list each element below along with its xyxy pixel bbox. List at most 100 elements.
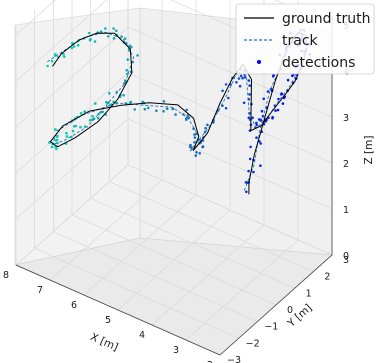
- detection-point: [286, 78, 290, 82]
- legend-label: ground truth: [282, 11, 370, 27]
- detection-point: [50, 59, 54, 63]
- detection-point: [171, 107, 175, 111]
- detection-point: [50, 145, 54, 149]
- detection-point: [88, 119, 92, 122]
- grid-line: [15, 72, 129, 174]
- grid-line: [109, 181, 314, 272]
- y-tick-label: −1: [264, 322, 278, 333]
- detection-point: [96, 116, 100, 120]
- detection-point: [259, 142, 263, 145]
- detection-point: [238, 84, 242, 88]
- detection-point: [242, 101, 246, 105]
- detection-point: [56, 134, 59, 138]
- detection-point: [277, 97, 280, 101]
- grid-line: [15, 0, 108, 82]
- detection-point: [192, 127, 195, 131]
- grid-line: [127, 164, 333, 256]
- detection-point: [260, 109, 264, 113]
- detection-point: [107, 101, 110, 104]
- detection-point: [93, 40, 97, 43]
- detection-point: [280, 92, 284, 95]
- detection-point: [194, 154, 198, 157]
- detection-point: [195, 151, 198, 154]
- detection-point: [248, 157, 252, 161]
- x-tick-label: 2: [207, 360, 213, 363]
- detection-point: [235, 81, 238, 84]
- detection-point: [74, 124, 78, 128]
- detection-point: [258, 140, 261, 143]
- detection-point: [247, 79, 251, 82]
- detection-point: [63, 55, 66, 58]
- detection-point: [259, 118, 262, 121]
- detection-point: [262, 97, 266, 101]
- detection-point: [198, 152, 201, 155]
- detection-point: [147, 106, 150, 110]
- z-tick-label: 0: [343, 251, 349, 262]
- detection-point: [104, 27, 107, 30]
- detection-point: [247, 116, 251, 119]
- detection-point: [105, 100, 108, 104]
- detection-point: [55, 147, 58, 151]
- detection-point: [174, 113, 177, 116]
- x-tick-label: 3: [173, 345, 179, 356]
- x-tick-label: 5: [105, 315, 111, 326]
- detection-point: [276, 108, 280, 112]
- detection-point: [193, 133, 196, 136]
- y-tick-label: 1: [306, 288, 312, 299]
- detection-point: [79, 125, 82, 129]
- detection-point: [193, 136, 197, 139]
- detection-point: [248, 93, 251, 96]
- grid-line: [127, 26, 333, 118]
- detection-point: [271, 115, 274, 119]
- legend: ground truth track detections: [235, 3, 375, 75]
- detection-point: [99, 30, 103, 33]
- x-tick-label: 8: [3, 270, 9, 281]
- x-tick-label: 6: [71, 300, 77, 311]
- detection-point: [165, 107, 169, 111]
- z-tick-label: 2: [343, 159, 349, 170]
- z-tick-label: 3: [343, 113, 349, 124]
- detection-point: [239, 74, 243, 78]
- detection-point: [224, 106, 228, 110]
- detection-point: [112, 27, 115, 30]
- detection-point: [201, 145, 205, 148]
- detection-point: [227, 96, 230, 100]
- detection-point: [128, 101, 132, 105]
- detection-point: [54, 139, 58, 142]
- x-axis-line: [15, 264, 221, 356]
- detection-point: [249, 145, 252, 149]
- grid-line: [127, 72, 333, 164]
- detection-point: [224, 83, 228, 86]
- y-tick-label: −2: [246, 338, 260, 349]
- detection-point: [186, 114, 189, 117]
- detection-point: [130, 45, 133, 49]
- grid-line: [15, 0, 56, 36]
- detection-point: [247, 169, 250, 173]
- detection-point: [133, 108, 136, 111]
- detection-point: [193, 141, 196, 144]
- detection-point: [120, 35, 123, 38]
- detection-point: [72, 45, 76, 48]
- detection-point: [125, 69, 129, 72]
- grid-line: [15, 164, 129, 266]
- detection-point: [76, 43, 80, 47]
- detection-point: [83, 110, 86, 113]
- y-tick-label: 2: [324, 272, 330, 283]
- detection-point: [71, 129, 75, 133]
- detection-point: [281, 102, 285, 105]
- detection-point: [274, 109, 277, 112]
- detection-point: [241, 76, 244, 80]
- detection-point: [136, 54, 139, 57]
- x-tick-label: 7: [37, 285, 43, 296]
- grid-line: [71, 214, 277, 306]
- detection-point: [54, 128, 58, 132]
- y-axis-line: [219, 254, 333, 356]
- detection-point: [272, 74, 275, 77]
- z-tick-label: 1: [343, 205, 349, 216]
- detection-point: [91, 115, 94, 118]
- legend-label: track: [282, 33, 319, 49]
- legend-box: [235, 3, 375, 75]
- detection-point: [189, 143, 192, 147]
- detection-point: [46, 64, 49, 68]
